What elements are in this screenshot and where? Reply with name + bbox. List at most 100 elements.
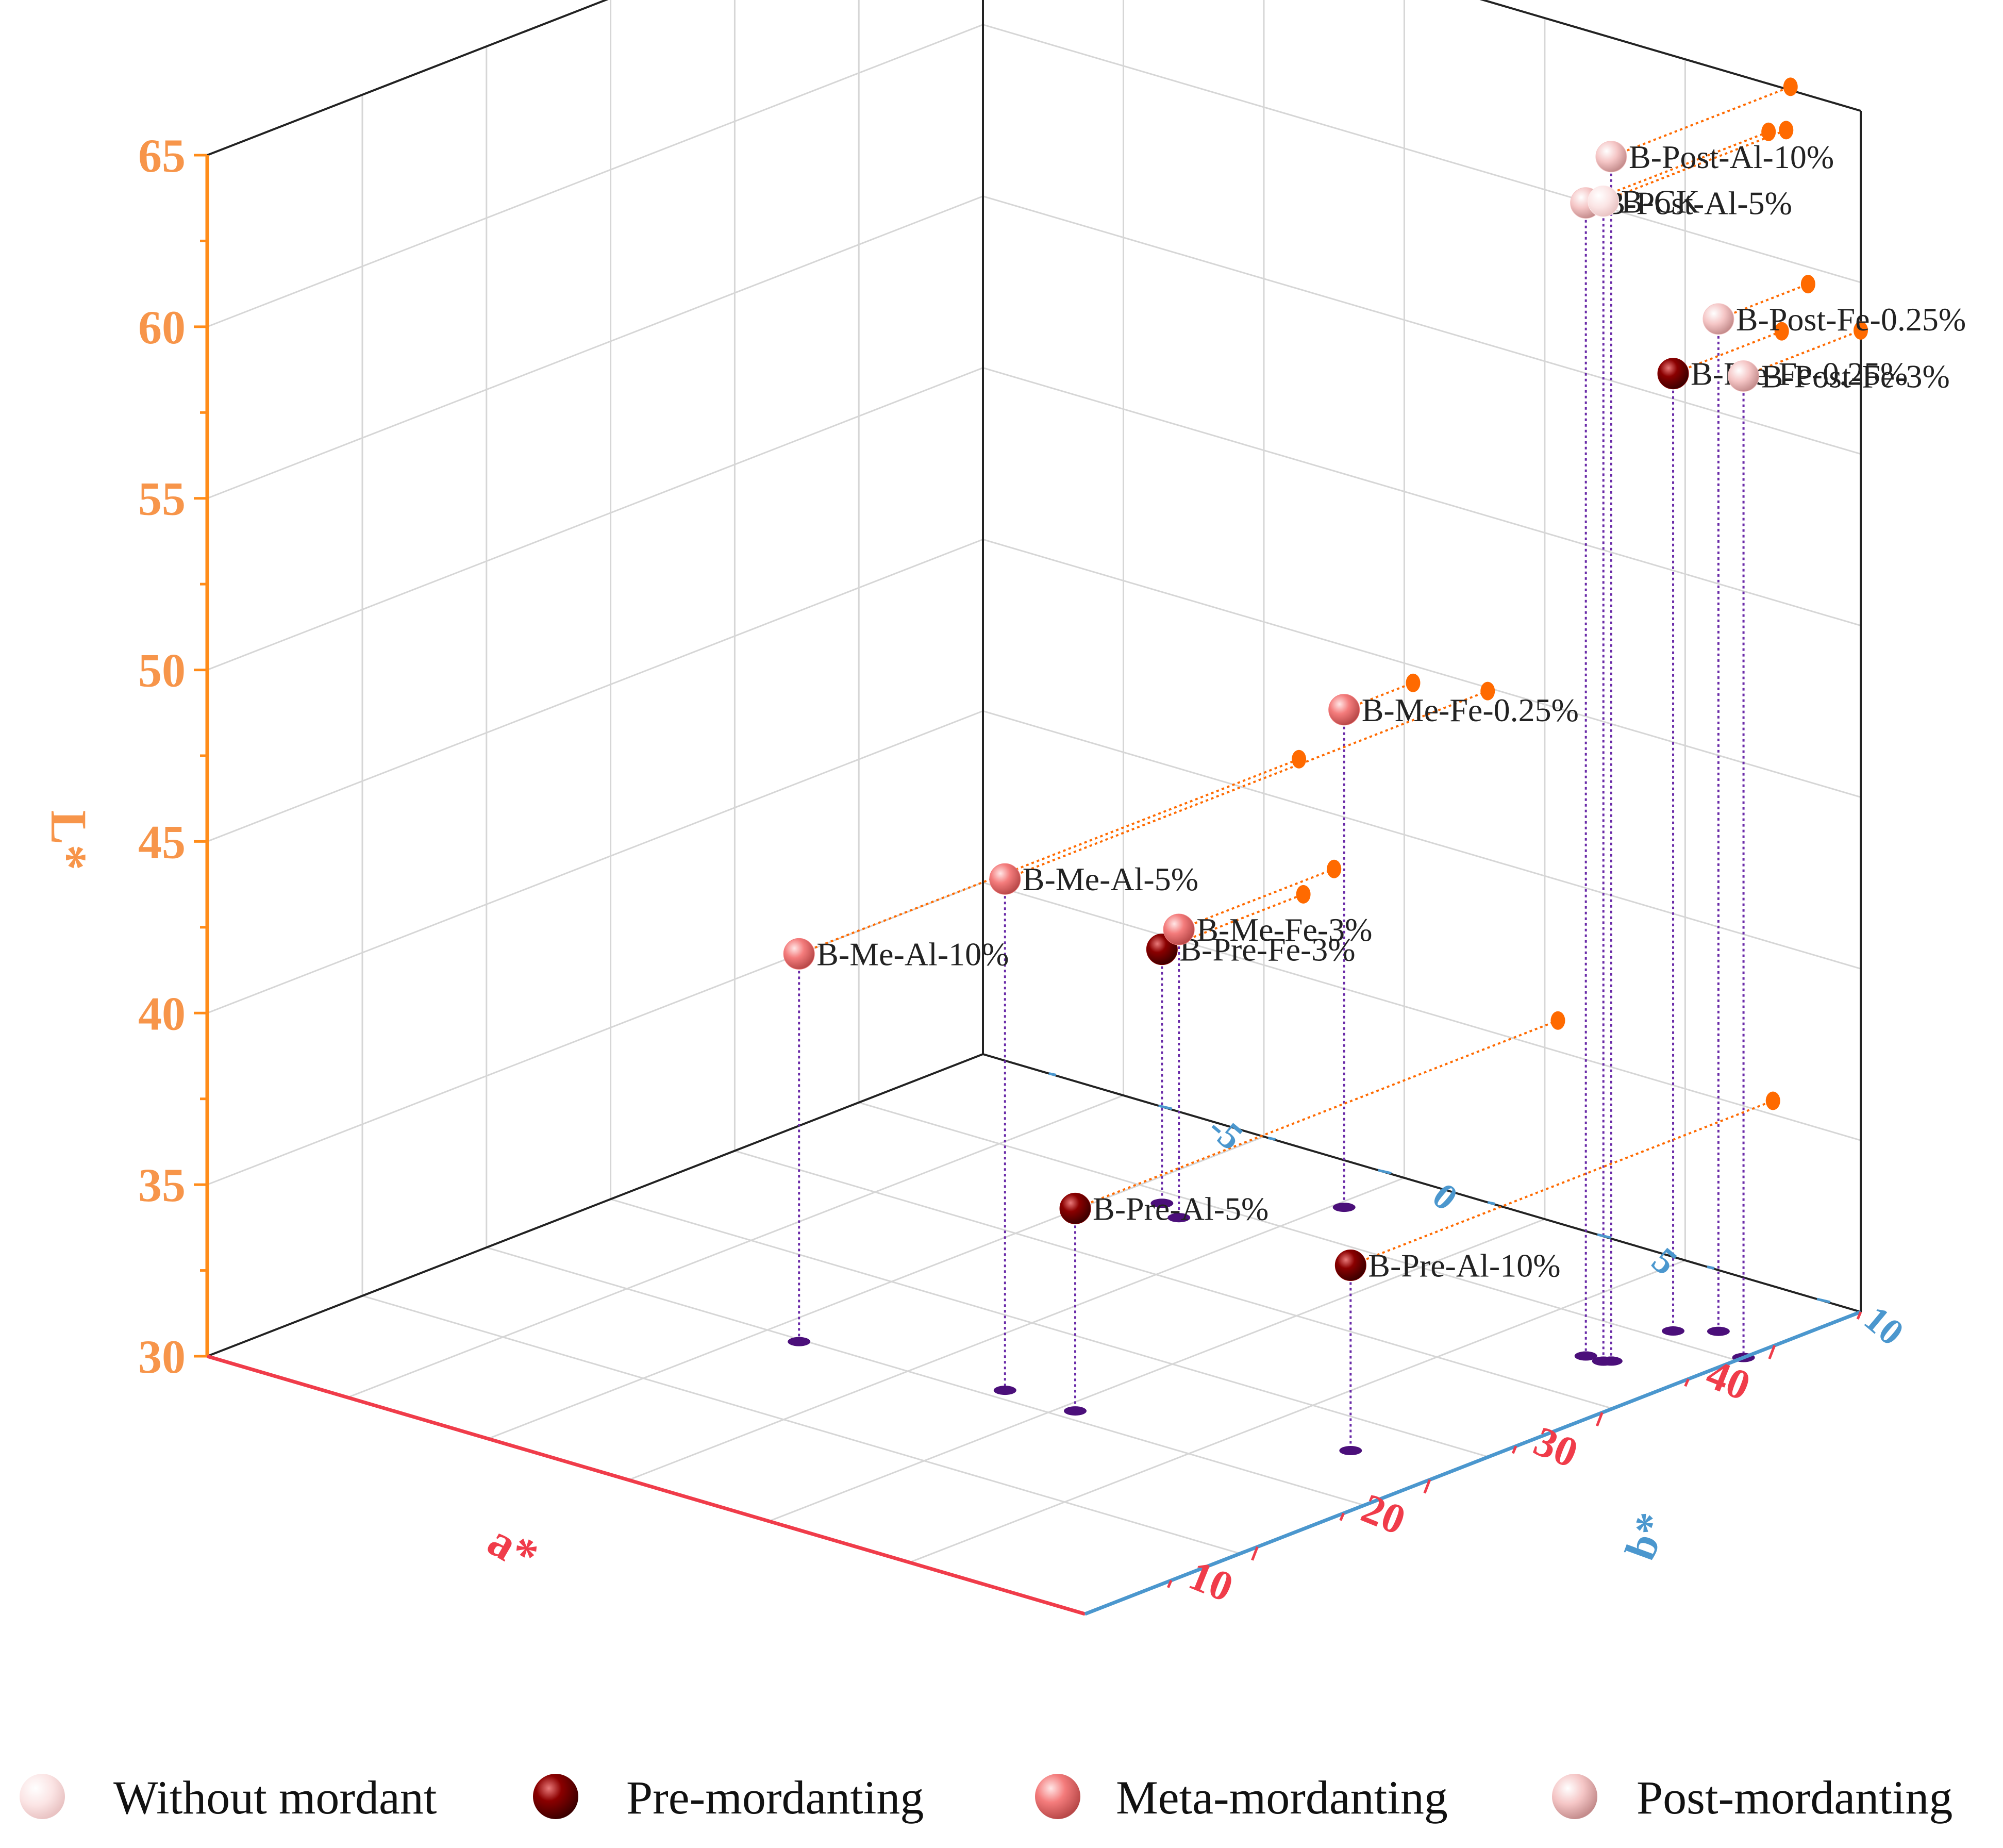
frame-edge	[207, 0, 609, 156]
tick-label-L: 45	[138, 815, 186, 868]
grid-line	[207, 24, 983, 328]
legend-item-none: Without mordant	[20, 1771, 437, 1824]
tick-label-L: 30	[138, 1330, 186, 1383]
wall-projection-line	[1743, 329, 1861, 377]
data-label: B-Me-Al-5%	[1023, 861, 1198, 897]
grid-line	[610, 1198, 1489, 1458]
wall-projection-line	[1611, 86, 1791, 158]
tick-b	[1597, 1233, 1611, 1239]
data-point	[1334, 1250, 1366, 1281]
tick-a	[1768, 1345, 1776, 1360]
legend-item-post: Post-mordanting	[1552, 1771, 1952, 1824]
data-label: B-CK	[1621, 183, 1700, 220]
tick-label-L: 40	[138, 987, 186, 1040]
grid-lines	[207, 0, 1861, 1563]
grid-line	[207, 539, 983, 842]
tick-a	[1423, 1479, 1431, 1494]
floor-projection	[1064, 1406, 1087, 1416]
legend-label-pre: Pre-mordanting	[626, 1771, 924, 1824]
legend: Without mordant Pre-mordanting Meta-mord…	[20, 1771, 1952, 1824]
data-label: B-Pre-Fe-3%	[1179, 931, 1355, 968]
frame-edge	[207, 1053, 983, 1357]
grid-line	[207, 0, 608, 156]
data-label: B-Post-Fe-3%	[1761, 358, 1950, 395]
grid-line	[486, 1246, 1365, 1506]
data-point	[1728, 360, 1760, 392]
wall-projection	[1765, 1091, 1780, 1110]
legend-label-post: Post-mordanting	[1637, 1771, 1952, 1824]
grid-line	[207, 195, 983, 500]
minor-tick-b	[1487, 1201, 1495, 1205]
axis-title-b: b*	[1616, 1507, 1677, 1566]
frame-edge	[1479, 0, 1861, 112]
floor-projection	[1707, 1326, 1730, 1336]
data-point	[1328, 694, 1360, 726]
tick-label-L: 50	[138, 644, 186, 697]
minor-tick-b	[1267, 1137, 1276, 1141]
data-label: B-Pre-Fe-0.25%	[1691, 356, 1908, 392]
grid-line	[628, 1177, 1405, 1481]
minor-tick-a	[1856, 1311, 1862, 1320]
floor-projection	[788, 1337, 811, 1346]
floor-projection	[1150, 1198, 1174, 1208]
wall-projection-line	[1673, 330, 1782, 375]
tick-label-a: 20	[1355, 1485, 1412, 1544]
wall-projection	[1854, 321, 1868, 340]
data-label: B-Post-Fe-0.25%	[1736, 301, 1966, 338]
drop-lines	[788, 156, 1755, 1456]
legend-marker-post	[1552, 1774, 1597, 1819]
grid-line	[769, 1218, 1545, 1522]
grid-line	[347, 1094, 1124, 1399]
wall-projection	[1800, 275, 1815, 294]
data-label: B-Post-Al-10%	[1629, 139, 1834, 175]
floor-projection	[1167, 1213, 1191, 1223]
floor-projection	[1599, 1356, 1623, 1366]
tick-a	[1595, 1412, 1604, 1427]
wall-projection-line	[1075, 1019, 1559, 1210]
tick-b	[1816, 1297, 1831, 1304]
grid-line	[207, 367, 983, 671]
floor-projection	[1332, 1203, 1356, 1212]
legend-marker-none	[20, 1774, 65, 1819]
data-point	[1059, 1192, 1091, 1224]
data-label: B-Me-Fe-3%	[1196, 911, 1372, 948]
grid-line	[207, 710, 983, 1014]
tick-label-b: 5	[1644, 1239, 1685, 1283]
data-points: B-Pre-Fe-3% B-Me-Fe-0.25% B-Me-Fe-3% B-Me-A…	[783, 139, 1966, 1284]
data-point	[1657, 358, 1689, 390]
tick-label-a: 10	[1183, 1552, 1240, 1611]
floor-projection	[1574, 1351, 1597, 1361]
data-point	[783, 938, 815, 970]
data-point	[1588, 185, 1620, 217]
minor-tick-a	[1166, 1579, 1173, 1588]
axis-line-a	[207, 1354, 1086, 1616]
tick-label-a: 30	[1528, 1417, 1584, 1476]
wall-projection	[1406, 673, 1421, 692]
data-point	[1702, 303, 1734, 335]
grid-line	[982, 195, 1861, 455]
wall-projection	[1779, 121, 1794, 140]
tick-a	[1251, 1546, 1259, 1561]
frame-edge	[207, 111, 1861, 1356]
legend-item-meta: Meta-mordanting	[1035, 1771, 1448, 1824]
legend-label-none: Without mordant	[113, 1771, 437, 1824]
wall-projection	[1480, 681, 1495, 701]
grid-line	[734, 1150, 1613, 1409]
wall-projection	[1292, 750, 1307, 769]
wall-projections	[798, 77, 1868, 1267]
minor-tick-a	[1684, 1378, 1690, 1387]
grid-line	[1480, 0, 1861, 112]
minor-tick-a	[1511, 1445, 1517, 1454]
legend-marker-meta	[1035, 1774, 1080, 1819]
grid-line	[858, 1102, 1737, 1361]
wall-projection-line	[1005, 690, 1488, 880]
floor-projection	[1339, 1446, 1362, 1456]
grid-line	[982, 538, 1861, 798]
grid-line	[362, 1295, 1241, 1555]
tick-label-L: 35	[138, 1159, 186, 1211]
data-label: B-Pre-Al-10%	[1368, 1247, 1560, 1284]
wall-projection	[1296, 885, 1311, 904]
data-point	[989, 863, 1021, 895]
grid-line	[982, 367, 1861, 627]
